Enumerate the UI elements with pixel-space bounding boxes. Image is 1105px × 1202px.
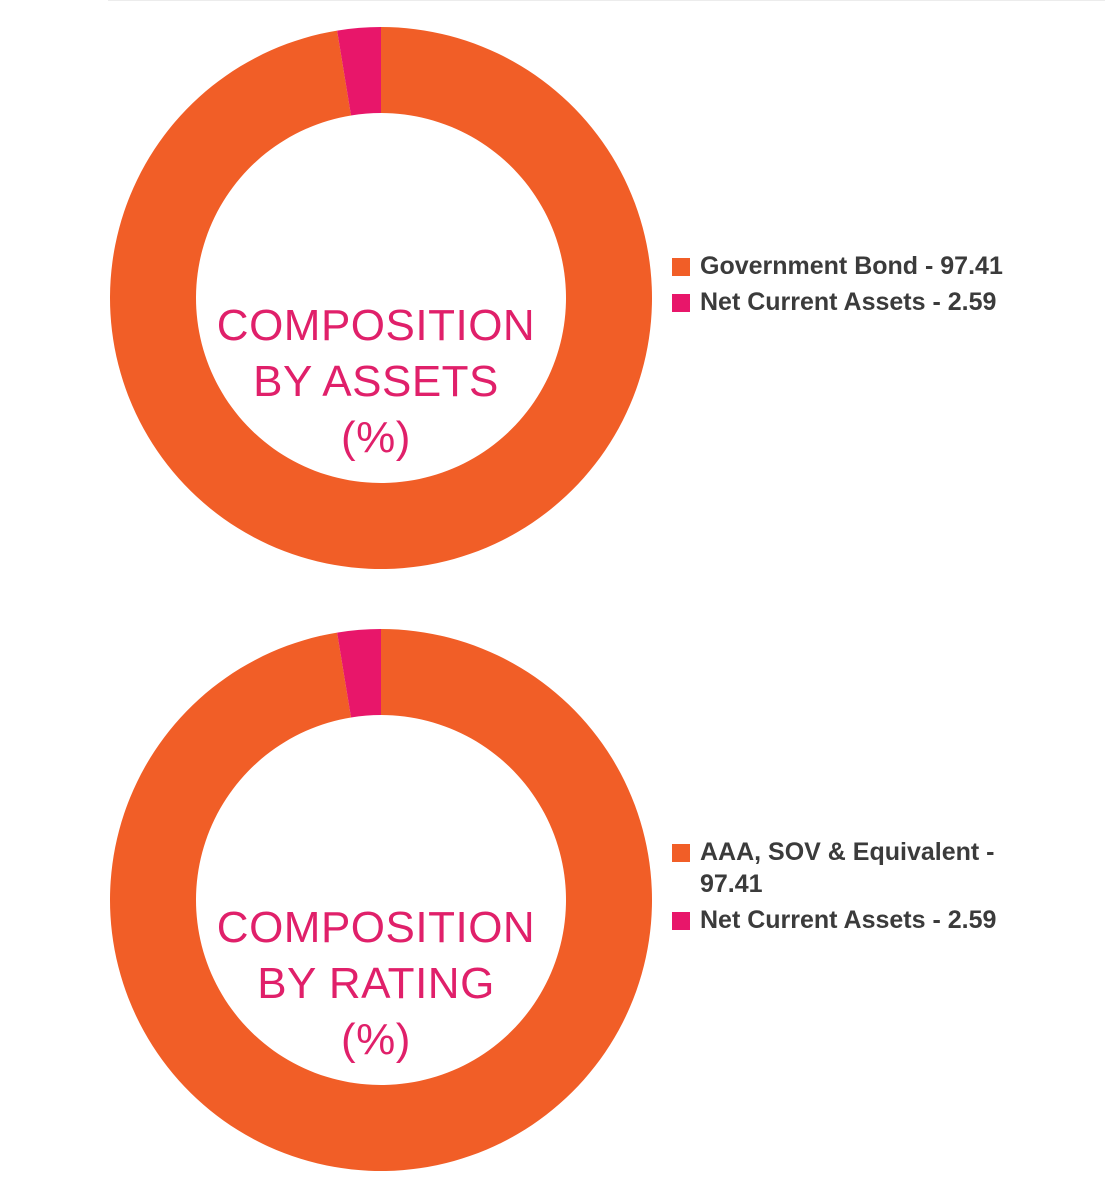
- legend-swatch: [672, 912, 690, 930]
- center-title-line: BY RATING: [257, 959, 495, 1008]
- top-divider: [108, 0, 1105, 1]
- legend: AAA, SOV & Equivalent - 97.41 Net Curren…: [672, 836, 1032, 940]
- legend-item: Net Current Assets - 2.59: [672, 286, 1092, 318]
- legend-label: Government Bond - 97.41: [700, 252, 1003, 280]
- donut-slice: [337, 27, 381, 116]
- legend-item: Government Bond - 97.41: [672, 250, 1092, 282]
- legend-swatch: [672, 294, 690, 312]
- legend-swatch: [672, 258, 690, 276]
- center-title-line: (%): [341, 413, 411, 462]
- donut-slice: [110, 629, 653, 1171]
- legend-item: Net Current Assets - 2.59: [672, 904, 1032, 936]
- center-title-line: BY ASSETS: [253, 357, 499, 406]
- legend-swatch: [672, 844, 690, 862]
- center-title-line: COMPOSITION: [216, 903, 536, 952]
- legend-item: AAA, SOV & Equivalent - 97.41: [672, 836, 1032, 900]
- donut-slice: [110, 27, 653, 569]
- donut-center-title: COMPOSITION BY ASSETS (%): [186, 298, 566, 466]
- donut-center-title: COMPOSITION BY RATING (%): [186, 900, 566, 1068]
- donut-chart-assets: [110, 27, 653, 569]
- legend-label: Net Current Assets - 2.59: [700, 906, 997, 934]
- legend-label: Net Current Assets - 2.59: [700, 288, 997, 316]
- center-title-line: COMPOSITION: [216, 301, 536, 350]
- legend-label: AAA, SOV & Equivalent - 97.41: [700, 838, 995, 898]
- legend: Government Bond - 97.41 Net Current Asse…: [672, 250, 1092, 322]
- donut-slice: [337, 629, 381, 718]
- center-title-line: (%): [341, 1015, 411, 1064]
- chart-panel-rating: COMPOSITION BY RATING (%) AAA, SOV & Equ…: [0, 602, 1105, 1202]
- chart-panel-assets: COMPOSITION BY ASSETS (%) Government Bon…: [0, 0, 1105, 600]
- donut-chart-rating: [110, 629, 653, 1171]
